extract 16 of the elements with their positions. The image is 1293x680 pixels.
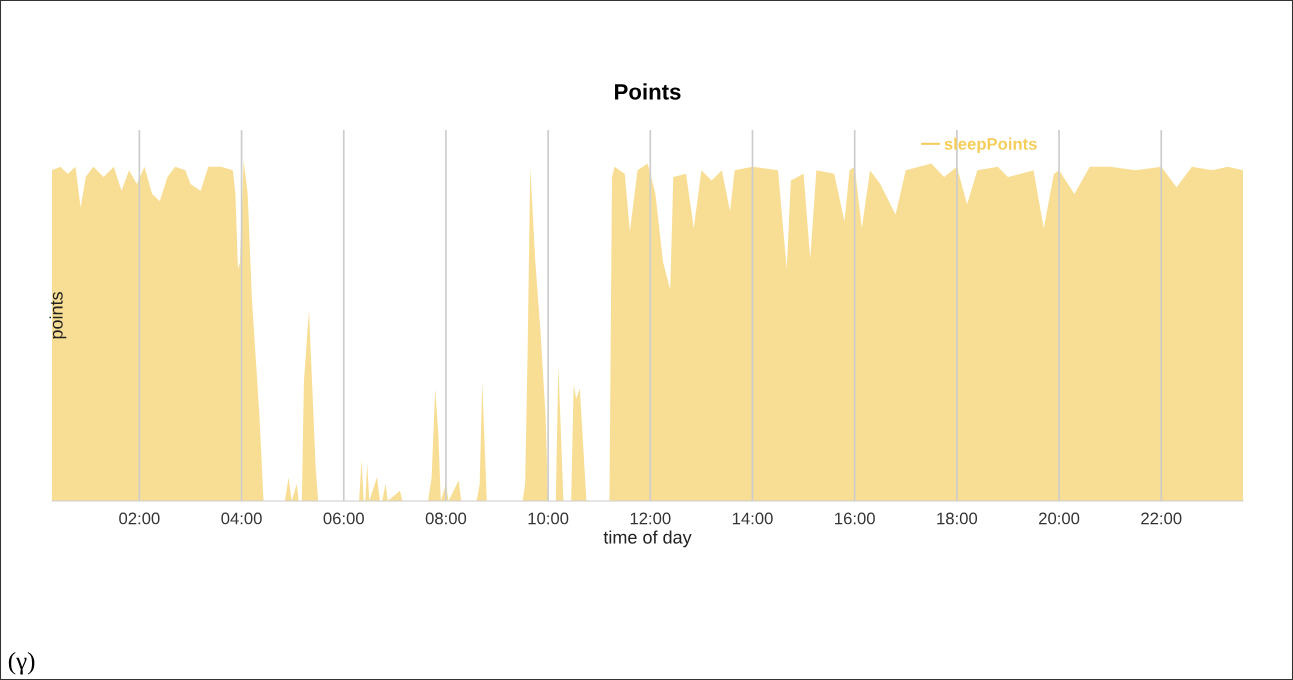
x-tick-label: 18:00 — [937, 512, 978, 525]
x-axis-title: time of day — [603, 530, 692, 548]
x-tick-label: 02:00 — [119, 512, 160, 525]
x-tick-label: 12:00 — [630, 512, 671, 525]
y-axis-title: points — [49, 292, 67, 339]
x-tick-label: 10:00 — [528, 512, 569, 525]
x-tick-label: 04:00 — [221, 512, 262, 525]
chart-title: Points — [615, 83, 681, 100]
x-tick-label: 06:00 — [323, 512, 364, 525]
text: (γ) — [8, 651, 35, 675]
x-tick-label: 08:00 — [425, 512, 467, 525]
legend-label: sleepPoints — [944, 137, 1037, 154]
x-tick-label: 22:00 — [1141, 512, 1182, 525]
x-tick-label: 14:00 — [732, 512, 773, 525]
x-tick-label: 20:00 — [1039, 512, 1080, 525]
x-tick-label: 16:00 — [835, 512, 875, 525]
